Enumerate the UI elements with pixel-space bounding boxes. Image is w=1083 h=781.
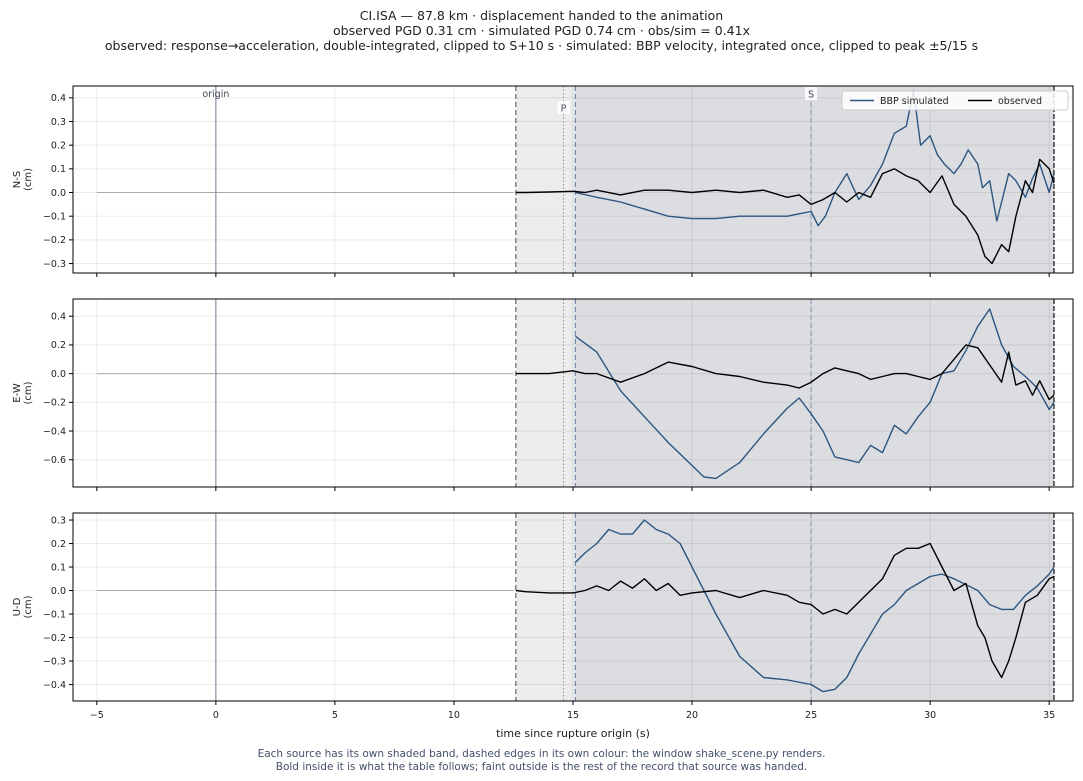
panel-1: −0.3 −0.2 −0.1 0.0 0.1 0.2 0.3 0.4 N-S(cm) origin… <box>12 85 1074 277</box>
legend-label: observed <box>998 96 1042 107</box>
legend-box <box>841 90 1069 111</box>
y-axis-label-line: (cm) <box>23 168 34 191</box>
series-line-observed <box>515 344 1055 401</box>
y-axis-label-line: N-S <box>12 171 23 188</box>
x-tick-label: 5 <box>332 710 338 721</box>
y-tick-label: 0.2 <box>51 140 66 151</box>
chart-figure: −0.3−0.2−0.10.00.10.20.30.4N-S(cm)origin… <box>12 85 1074 740</box>
p-label: P <box>561 104 567 115</box>
y-axis-label: E-W(cm) <box>12 381 34 404</box>
y-tick-label: −0.2 <box>43 235 66 246</box>
s-label: S <box>808 90 814 101</box>
figure-title: CI.ISA — 87.8 km · displacement handed t… <box>0 8 1083 53</box>
y-tick-label: −0.2 <box>43 633 66 644</box>
x-tick-label: 35 <box>1043 710 1055 721</box>
series-line-simulated <box>575 89 1055 227</box>
simulated-window-band <box>575 299 1054 487</box>
y-tick-label: −0.4 <box>43 426 66 437</box>
figure-caption: Each source has its own shaded band, das… <box>0 748 1083 773</box>
y-tick-label: −0.1 <box>43 609 66 620</box>
y-tick-label: −0.2 <box>43 398 66 409</box>
x-axis-label: time since rupture origin (s) <box>496 727 650 740</box>
y-tick-label: 0.3 <box>51 117 66 128</box>
x-tick-label: −5 <box>90 710 104 721</box>
y-tick-label: 0.0 <box>51 586 66 597</box>
y-axis-label-line: E-W <box>12 383 23 403</box>
y-tick-label: −0.3 <box>43 259 66 270</box>
y-tick-label: 0.1 <box>51 164 66 175</box>
series-line-simulated <box>574 308 1055 480</box>
s-label-bg <box>805 87 818 100</box>
simulated-window-band <box>575 86 1054 273</box>
p-label-bg <box>557 101 570 114</box>
series-line-simulated <box>574 519 1055 693</box>
y-tick-label: 0.4 <box>51 93 66 104</box>
y-tick-label: 0.4 <box>51 312 66 323</box>
y-tick-label: 0.1 <box>51 562 66 573</box>
x-tick-label: 30 <box>924 710 936 721</box>
y-tick-label: −0.6 <box>43 455 66 466</box>
x-tick-label: 25 <box>805 710 817 721</box>
y-tick-label: 0.3 <box>51 515 66 526</box>
legend-label: BBP simulated <box>880 96 949 107</box>
y-tick-label: 0.2 <box>51 539 66 550</box>
x-tick-label: 0 <box>213 710 219 721</box>
y-axis-label-line: (cm) <box>23 381 34 404</box>
title-line-2: observed PGD 0.31 cm · simulated PGD 0.7… <box>333 23 750 38</box>
y-tick-label: −0.4 <box>43 680 66 691</box>
caption-line-1: Each source has its own shaded band, das… <box>257 748 826 760</box>
y-tick-label: −0.1 <box>43 211 66 222</box>
y-tick-label: 0.2 <box>51 340 66 351</box>
title-line-3: observed: response→acceleration, double-… <box>104 38 979 53</box>
caption-line-2: Bold inside it is what the table follows… <box>275 760 808 773</box>
y-tick-label: −0.3 <box>43 656 66 667</box>
y-axis-label: N-S(cm) <box>12 168 34 191</box>
x-tick-label: 10 <box>448 710 460 721</box>
panel-2: −0.6 −0.4 −0.2 0.0 0.2 0.4 E-W(cm) <box>12 298 1074 491</box>
series-line-observed <box>515 158 1055 265</box>
y-tick-label: 0.0 <box>51 369 66 380</box>
y-tick-label: 0.0 <box>51 188 66 199</box>
y-axis-label: U-D(cm) <box>12 595 34 618</box>
y-axis-label-line: U-D <box>12 597 23 616</box>
legend: BBP simulated observed <box>841 90 1069 111</box>
origin-label: origin <box>202 89 229 100</box>
x-tick-label: 20 <box>686 710 698 721</box>
series-line-observed <box>515 542 1055 679</box>
panel-3: −5 0 5 10 15 20 25 30 35 −0.4 −0.3 −0.2 −0.1 0.0 0.1 0.… <box>12 512 1074 721</box>
title-line-1: CI.ISA — 87.8 km · displacement handed t… <box>359 8 724 23</box>
x-tick-label: 15 <box>567 710 579 721</box>
y-axis-label-line: (cm) <box>23 595 34 618</box>
